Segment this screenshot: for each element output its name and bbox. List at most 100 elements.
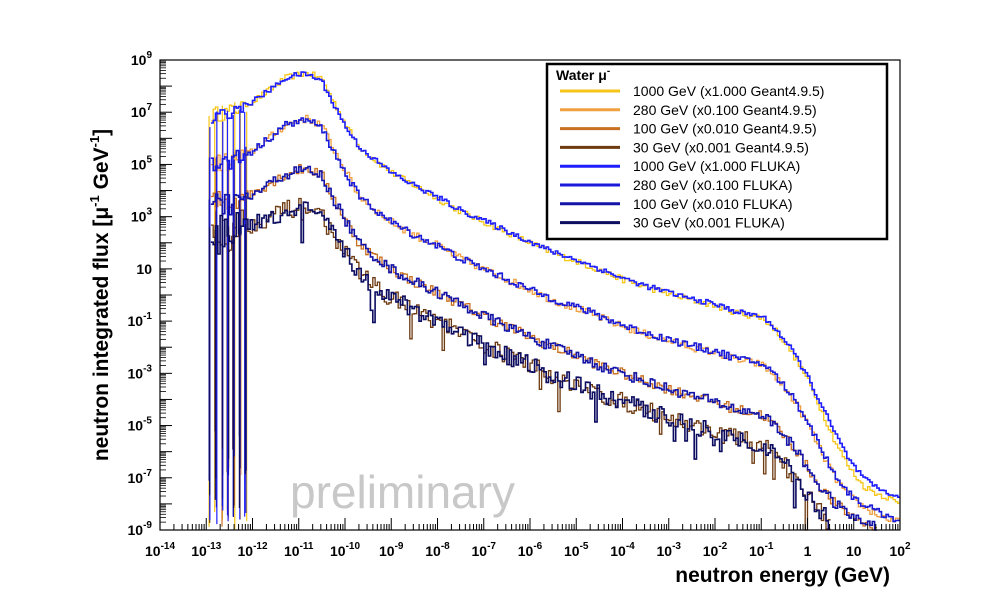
x-tick-label: 1	[804, 543, 812, 559]
y-axis-title-sup2: -1	[87, 136, 102, 148]
y-tick-label-base: 10	[128, 365, 144, 381]
y-tick-label: 107	[131, 102, 153, 120]
legend-entry: 280 GeV (x0.100 FLUKA)	[560, 177, 793, 193]
y-tick-label-sup: -1	[143, 311, 152, 322]
y-tick-label-base: 10	[136, 261, 152, 277]
legend-entry: 1000 GeV (x1.000 FLUKA)	[560, 158, 800, 174]
x-tick-label-base: 1	[804, 543, 812, 559]
x-tick-label-base: 10	[237, 543, 253, 559]
x-tick-label-sup: -2	[718, 541, 727, 552]
x-tick-label: 10-8	[425, 541, 450, 559]
y-tick-label-base: 10	[131, 104, 147, 120]
y-tick-label-sup: -5	[143, 416, 152, 427]
x-tick-label-base: 10	[379, 543, 395, 559]
y-tick-label: 10-9	[128, 520, 153, 538]
x-tick-label: 10-12	[237, 541, 267, 559]
legend-entry: 280 GeV (x0.100 Geant4.9.5)	[560, 102, 817, 118]
legend-title-sup: -	[607, 66, 610, 77]
x-tick-label: 10	[846, 543, 862, 559]
y-tick-label: 10-5	[128, 416, 153, 434]
legend-entry: 100 GeV (x0.010 Geant4.9.5)	[560, 121, 817, 137]
legend-entry: 30 GeV (x0.001 FLUKA)	[560, 215, 785, 231]
x-tick-label-base: 10	[145, 543, 161, 559]
series-line-6	[210, 165, 877, 531]
y-axis-title-main: neutron integrated flux [μ	[90, 207, 113, 461]
x-tick-label: 10-9	[379, 541, 404, 559]
y-tick-label-base: 10	[128, 522, 144, 538]
legend-label: 30 GeV (x0.001 Geant4.9.5)	[633, 139, 809, 155]
x-tick-label: 10-11	[284, 541, 314, 559]
x-tick-label-sup: -3	[672, 541, 681, 552]
ticks-layer	[159, 59, 901, 531]
legend-title-text: Water μ	[556, 67, 607, 83]
y-axis-title-end: ]	[90, 129, 113, 136]
x-tick-label-base: 10	[564, 543, 580, 559]
y-axis-title: neutron integrated flux [μ-1 GeV-1]	[87, 129, 113, 461]
x-tick-label-sup: -8	[441, 541, 450, 552]
y-tick-label-base: 10	[128, 313, 144, 329]
x-tick-label-sup: -4	[626, 541, 635, 552]
y-tick-label: 10-7	[128, 468, 153, 486]
y-tick-label-sup: 7	[146, 102, 152, 113]
x-tick-label-sup: -9	[395, 541, 404, 552]
x-tick-label: 10-5	[564, 541, 589, 559]
x-tick-label-base: 10	[330, 543, 346, 559]
x-tick-label-sup: -5	[580, 541, 589, 552]
x-tick-label: 102	[889, 541, 911, 559]
x-tick-label-sup: -6	[533, 541, 542, 552]
x-tick-label-sup: -14	[161, 541, 176, 552]
legend-box	[545, 62, 889, 241]
legend: Water μ- 1000 GeV (x1.000 Geant4.9.5) 280…	[545, 62, 889, 241]
x-tick-label-base: 10	[518, 543, 534, 559]
y-tick-label-sup: 3	[146, 207, 152, 218]
legend-entry: 100 GeV (x0.010 FLUKA)	[560, 196, 793, 212]
series-line-5	[210, 117, 900, 523]
legend-label: 100 GeV (x0.010 Geant4.9.5)	[633, 121, 817, 137]
y-tick-label-sup: -3	[143, 363, 152, 374]
y-tick-label: 105	[131, 154, 153, 172]
y-tick-label: 109	[131, 50, 153, 68]
x-tick-label-base: 10	[657, 543, 673, 559]
legend-title: Water μ-	[556, 66, 610, 83]
x-tick-label-base: 10	[425, 543, 441, 559]
x-tick-label-base: 10	[889, 543, 905, 559]
y-tick-label-sup: 5	[146, 154, 152, 165]
series-layer	[208, 71, 900, 531]
x-tick-label-base: 10	[284, 543, 300, 559]
legend-label: 280 GeV (x0.100 FLUKA)	[633, 177, 793, 193]
x-tick-label-base: 10	[191, 543, 207, 559]
legend-label: 100 GeV (x0.010 FLUKA)	[633, 196, 793, 212]
x-tick-label: 10-4	[610, 541, 635, 559]
x-axis-title: neutron energy (GeV)	[675, 564, 890, 587]
y-tick-label: 10	[136, 261, 152, 277]
series-spikes-7	[209, 224, 246, 509]
y-tick-label-base: 10	[128, 418, 144, 434]
x-tick-label-base: 10	[472, 543, 488, 559]
y-tick-label-sup: -7	[143, 468, 152, 479]
y-tick-label-sup: 9	[146, 50, 152, 61]
series-line-4	[210, 71, 900, 498]
y-tick-label-sup: -9	[143, 520, 152, 531]
watermark-preliminary: preliminary	[290, 466, 515, 518]
x-tick-label: 10-14	[145, 541, 175, 559]
x-tick-label: 10-13	[191, 541, 221, 559]
legend-label: 30 GeV (x0.001 FLUKA)	[633, 215, 785, 231]
y-axis-title-sup1: -1	[87, 195, 102, 207]
x-tick-label-sup: -7	[487, 541, 496, 552]
y-tick-label: 10-3	[128, 363, 153, 381]
y-tick-label-base: 10	[131, 209, 147, 225]
x-tick-label-base: 10	[749, 543, 765, 559]
legend-entry: 30 GeV (x0.001 Geant4.9.5)	[560, 139, 809, 155]
x-tick-label-base: 10	[846, 543, 862, 559]
x-tick-label: 10-7	[472, 541, 497, 559]
y-tick-label-base: 10	[128, 470, 144, 486]
x-tick-label-sup: -13	[207, 541, 222, 552]
x-tick-label-sup: -10	[346, 541, 361, 552]
y-tick-label-base: 10	[131, 156, 147, 172]
series-line-7	[210, 201, 831, 531]
x-tick-label-base: 10	[610, 543, 626, 559]
y-tick-label-base: 10	[131, 52, 147, 68]
x-tick-label-sup: -1	[765, 541, 774, 552]
